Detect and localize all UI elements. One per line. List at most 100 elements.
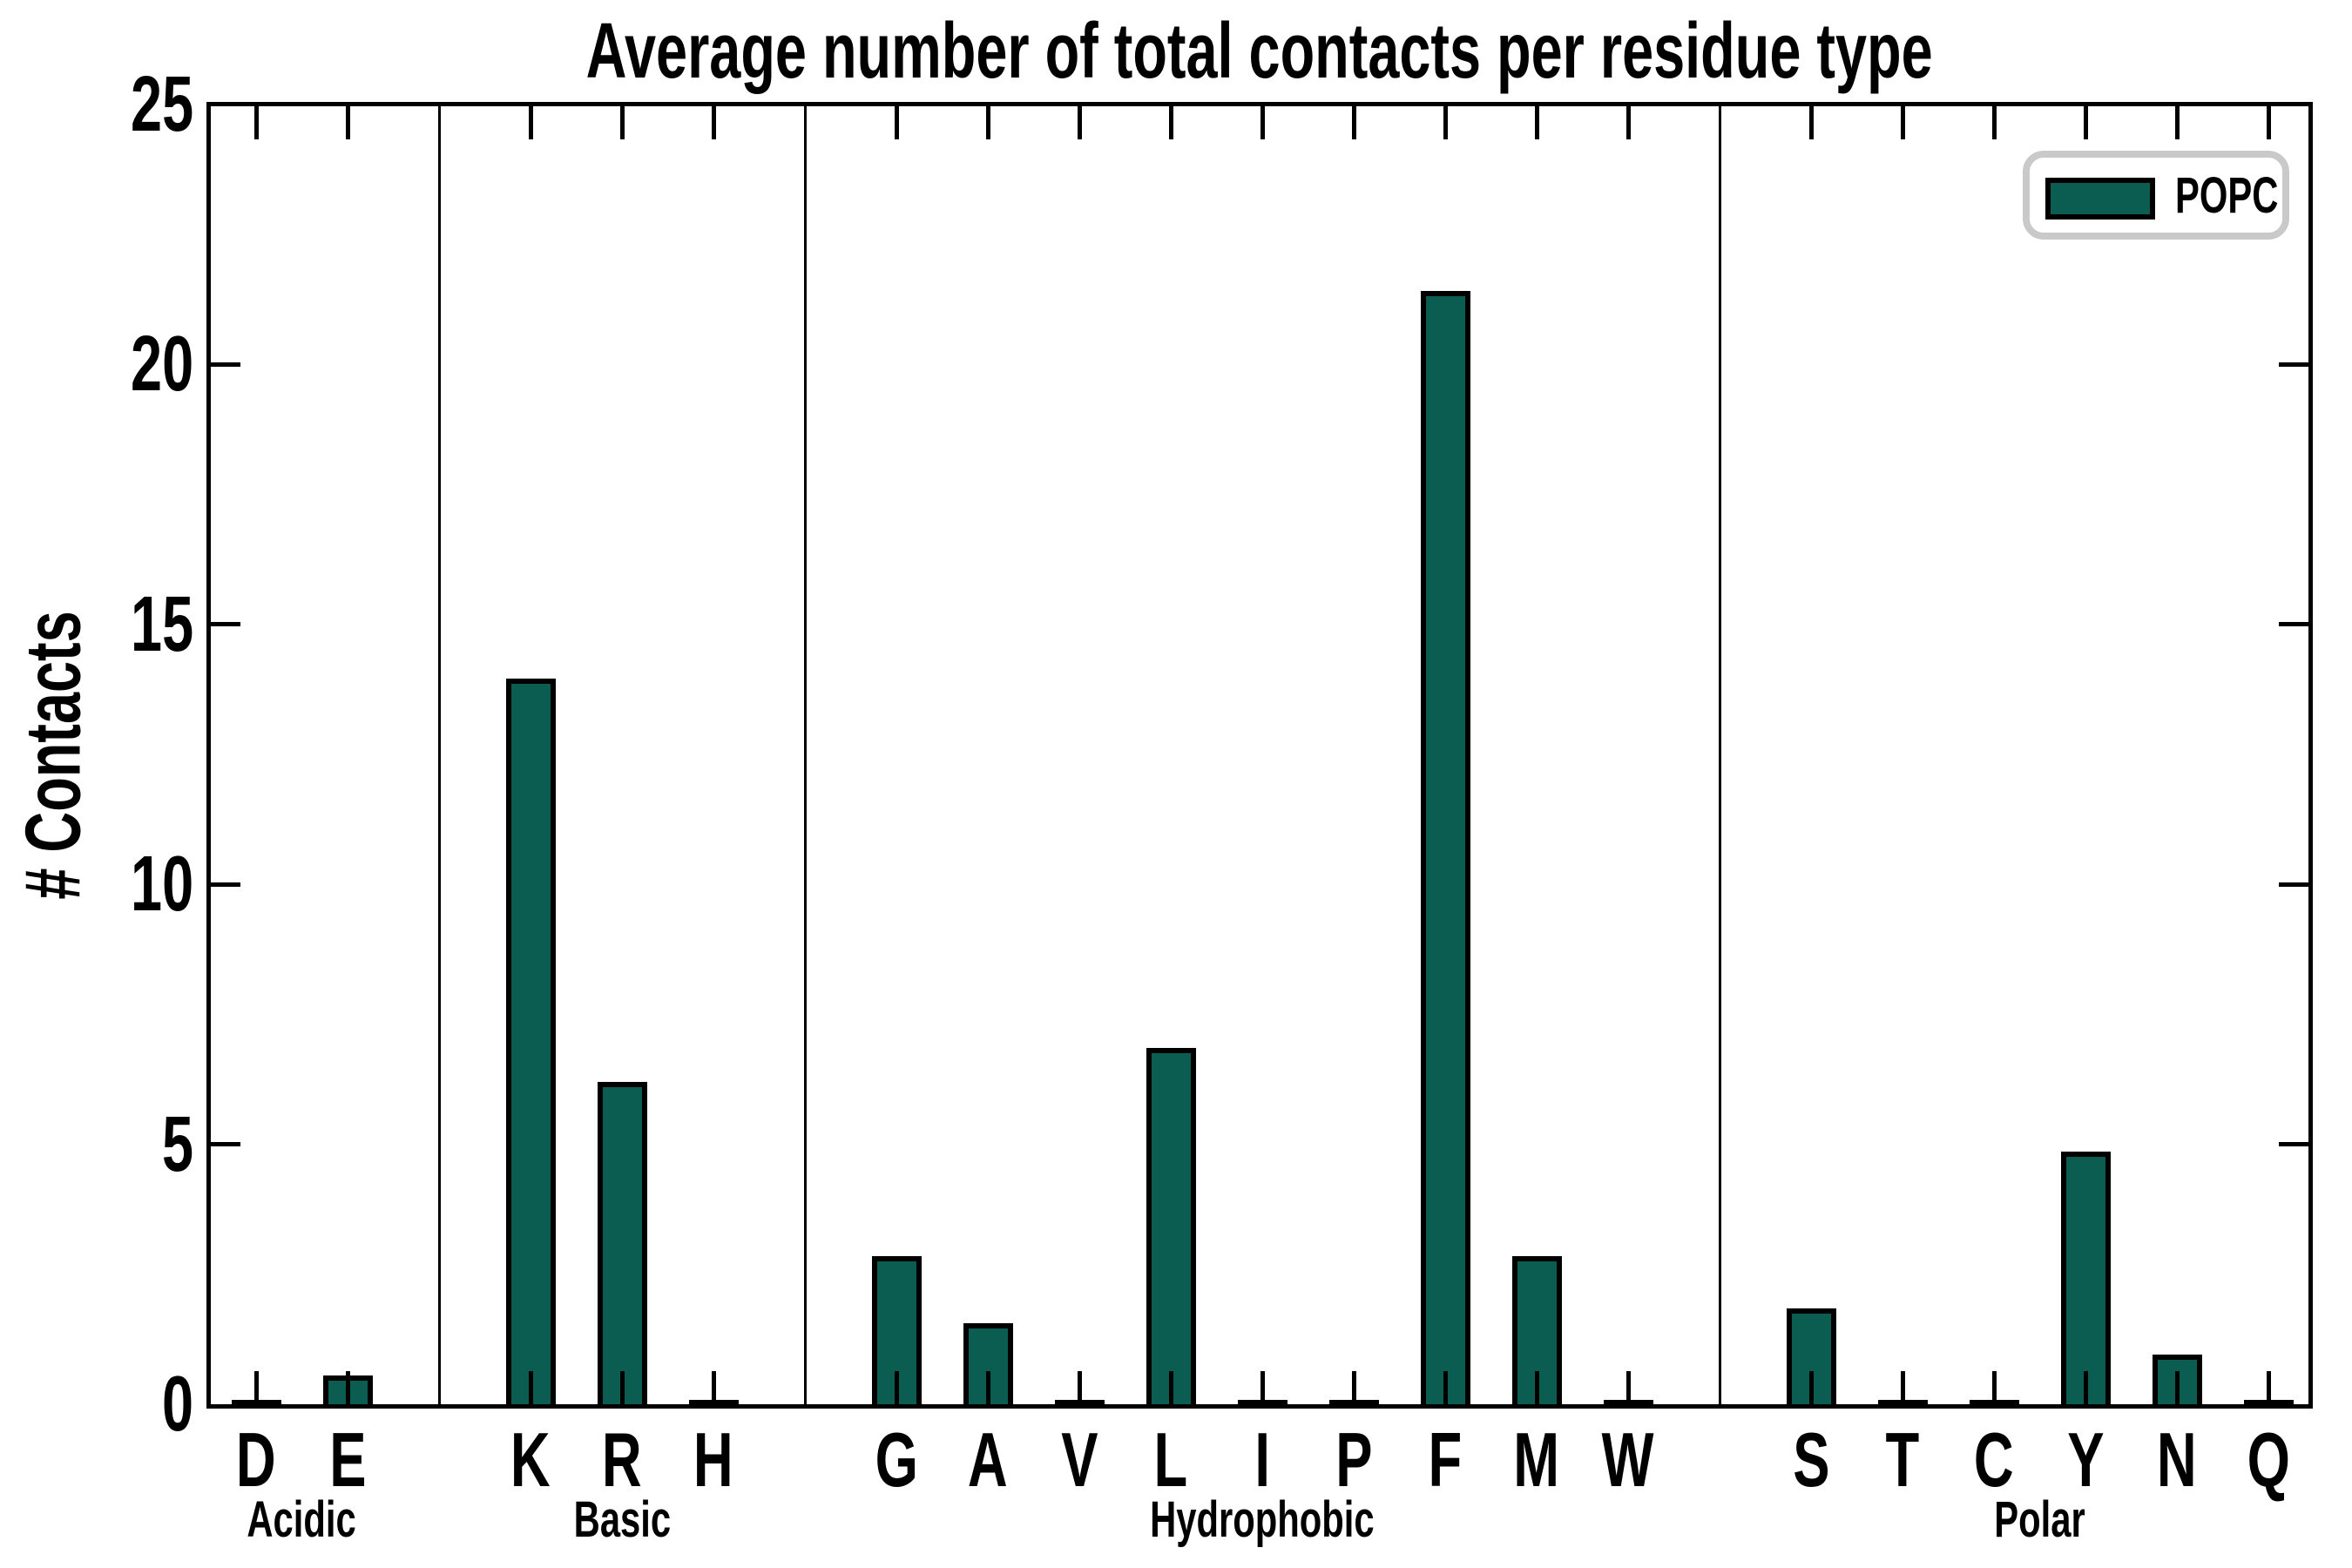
x-tick-label-text: F (1428, 1416, 1463, 1503)
y-tick-left-20 (211, 362, 240, 367)
x-tick-label-text: V (1060, 1416, 1098, 1503)
bar-L (1146, 1048, 1196, 1404)
x-tick-bottom-K (528, 1371, 533, 1404)
x-tick-top-R (619, 106, 625, 139)
chart-title-text: Average number of total contacts per res… (586, 8, 1933, 95)
bar-S (1786, 1308, 1836, 1404)
group-divider (437, 106, 441, 1404)
x-tick-label-text: T (1885, 1416, 1920, 1503)
x-tick-bottom-C (1991, 1371, 1997, 1404)
y-tick-label-text: 25 (130, 60, 193, 148)
x-tick-label-I: I (1201, 1422, 1323, 1498)
x-tick-label-text: L (1153, 1416, 1188, 1503)
bar-K (505, 679, 556, 1404)
y-tick-left-15 (211, 622, 240, 626)
chart-title: Average number of total contacts per res… (206, 7, 2313, 97)
x-tick-label-C: C (1933, 1422, 2055, 1498)
y-tick-left-10 (211, 882, 240, 887)
x-tick-top-P (1351, 106, 1356, 139)
x-tick-label-E: E (287, 1422, 409, 1498)
y-tick-label-text: 15 (130, 580, 193, 668)
x-tick-label-V: V (1018, 1422, 1140, 1498)
x-tick-bottom-D (253, 1371, 259, 1404)
x-tick-top-T (1900, 106, 1905, 139)
x-tick-bottom-M (1534, 1371, 1539, 1404)
y-tick-label-text: 10 (130, 841, 193, 928)
x-tick-label-text: N (2157, 1416, 2197, 1503)
x-tick-top-E (345, 106, 350, 139)
group-label-text: Basic (573, 1491, 671, 1548)
y-tick-label-text: 5 (161, 1100, 193, 1188)
x-tick-label-F: F (1384, 1422, 1506, 1498)
x-tick-bottom-Q (2266, 1371, 2271, 1404)
x-tick-label-K: K (470, 1422, 591, 1498)
x-tick-label-S: S (1750, 1422, 1872, 1498)
legend-entry-popc: POPC (2162, 158, 2291, 233)
x-tick-top-I (1260, 106, 1265, 139)
x-tick-bottom-H (711, 1371, 716, 1404)
x-tick-bottom-I (1260, 1371, 1265, 1404)
x-tick-label-T: T (1842, 1422, 1963, 1498)
x-tick-bottom-E (345, 1371, 350, 1404)
x-tick-label-H: H (652, 1422, 774, 1498)
group-divider (803, 106, 807, 1404)
group-label-polar: Polar (1857, 1495, 2223, 1545)
x-tick-label-text: G (875, 1416, 918, 1503)
x-tick-label-text: Y (2066, 1416, 2105, 1503)
y-tick-right-5 (2279, 1142, 2308, 1146)
y-tick-label-0: 0 (0, 1365, 193, 1443)
bar-Y (2060, 1152, 2111, 1404)
x-tick-bottom-N (2174, 1371, 2180, 1404)
bar-F (1420, 291, 1470, 1404)
x-tick-label-M: M (1476, 1422, 1598, 1498)
x-tick-label-P: P (1293, 1422, 1415, 1498)
x-tick-bottom-F (1443, 1371, 1448, 1404)
y-tick-label-text: 0 (161, 1361, 193, 1448)
x-tick-bottom-L (1168, 1371, 1173, 1404)
x-tick-label-W: W (1567, 1422, 1689, 1498)
x-tick-bottom-T (1900, 1371, 1905, 1404)
y-tick-label-text: 20 (130, 321, 193, 408)
group-divider (1718, 106, 1721, 1404)
x-tick-label-text: D (236, 1416, 276, 1503)
x-tick-bottom-A (985, 1371, 990, 1404)
x-tick-top-G (894, 106, 899, 139)
x-tick-label-L: L (1110, 1422, 1232, 1498)
y-tick-right-10 (2279, 882, 2308, 887)
x-tick-bottom-Y (2083, 1371, 2088, 1404)
x-tick-top-Q (2266, 106, 2271, 139)
y-tick-right-20 (2279, 362, 2308, 367)
x-tick-label-G: G (835, 1422, 957, 1498)
y-tick-left-5 (211, 1142, 240, 1146)
y-tick-label-5: 5 (0, 1105, 193, 1184)
x-tick-top-C (1991, 106, 1997, 139)
x-tick-top-K (528, 106, 533, 139)
x-tick-label-Y: Y (2024, 1422, 2146, 1498)
x-tick-bottom-V (1077, 1371, 1082, 1404)
x-tick-label-text: S (1792, 1416, 1830, 1503)
x-tick-label-text: W (1602, 1416, 1654, 1503)
x-tick-label-Q: Q (2207, 1422, 2329, 1498)
x-tick-top-S (1808, 106, 1814, 139)
x-tick-label-text: P (1335, 1416, 1373, 1503)
x-tick-label-D: D (195, 1422, 317, 1498)
x-tick-top-Y (2083, 106, 2088, 139)
x-tick-top-A (985, 106, 990, 139)
x-tick-bottom-S (1808, 1371, 1814, 1404)
bar-R (597, 1082, 647, 1404)
x-tick-bottom-R (619, 1371, 625, 1404)
x-tick-label-text: Q (2247, 1416, 2290, 1503)
x-tick-top-M (1534, 106, 1539, 139)
x-tick-bottom-G (894, 1371, 899, 1404)
x-tick-label-text: R (602, 1416, 642, 1503)
x-tick-top-F (1443, 106, 1448, 139)
x-tick-label-text: C (1974, 1416, 2014, 1503)
x-tick-top-D (253, 106, 259, 139)
x-tick-label-A: A (927, 1422, 1049, 1498)
x-tick-label-text: K (510, 1416, 551, 1503)
bar-A (963, 1323, 1013, 1404)
group-label-basic: Basic (439, 1495, 805, 1545)
group-label-hydrophobic: Hydrophobic (1079, 1495, 1445, 1545)
legend-entry-label: POPC (2174, 166, 2279, 224)
x-tick-label-text: H (693, 1416, 733, 1503)
